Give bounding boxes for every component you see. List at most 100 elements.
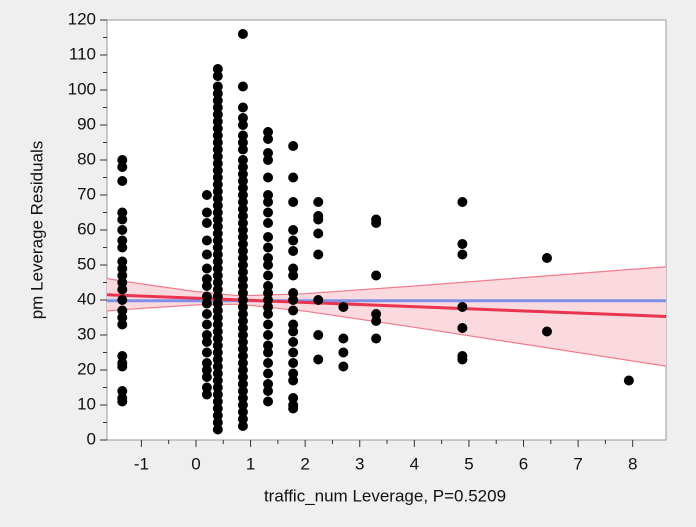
point [263,319,274,330]
point [237,386,248,396]
point [201,190,212,200]
point [237,137,248,148]
y-tick-label: 80 [77,149,96,168]
point [237,113,248,123]
point [212,116,223,127]
point [117,361,128,372]
point [212,410,223,421]
point [237,102,248,113]
point [457,354,468,365]
point [237,344,248,354]
point [288,393,299,403]
point [263,386,274,396]
point [201,298,212,309]
point [117,162,128,172]
point [263,340,274,351]
point [313,197,324,207]
y-tick-label: 90 [77,114,96,133]
point [263,309,274,319]
point [237,288,248,298]
point [117,295,128,305]
point [212,193,223,204]
point [237,253,248,263]
point [212,144,223,155]
point [313,228,324,239]
point [237,232,248,242]
point [201,274,212,284]
point [288,263,299,274]
point [263,134,274,144]
point [288,403,299,414]
point [237,274,248,284]
x-tick-label: 3 [355,454,364,473]
point [237,260,248,270]
point [212,375,223,386]
point [212,137,223,148]
point [212,396,223,407]
point [117,305,128,316]
point [288,288,299,298]
point [201,263,212,274]
point [117,256,128,267]
point [263,379,274,389]
point [237,281,248,291]
point [212,221,223,232]
point [212,158,223,169]
point [237,295,248,305]
point [201,358,212,368]
point [117,284,128,295]
point [288,375,299,386]
point [212,179,223,190]
x-tick-label: 0 [191,454,200,473]
point [288,326,299,337]
point [212,172,223,183]
x-tick-label: 2 [300,454,309,473]
point [237,155,248,165]
point [237,197,248,207]
point [288,235,299,246]
point [371,270,382,281]
point [212,81,223,92]
point [371,218,382,228]
point [288,358,299,368]
point [237,183,248,193]
point [212,361,223,372]
point [288,337,299,347]
point [263,232,274,242]
point [237,358,248,368]
point [263,127,274,137]
point [371,316,382,326]
point [117,351,128,361]
point [201,319,212,330]
point [212,270,223,281]
point [212,354,223,365]
point [263,260,274,270]
point [288,246,299,256]
point [263,368,274,379]
point [212,109,223,120]
x-tick-label: 8 [628,454,637,473]
point [117,396,128,407]
point [237,239,248,249]
point [338,361,349,372]
point [212,235,223,246]
point [338,347,349,358]
x-tick-label: 4 [410,454,419,473]
y-tick-label: 10 [77,394,96,413]
point [237,204,248,214]
point [237,309,248,319]
point [117,207,128,218]
point [117,176,128,186]
point [263,347,274,358]
point [457,239,468,249]
point [457,197,468,207]
point [201,281,212,291]
y-axis-label: pm Leverage Residuals [27,141,46,320]
point [288,270,299,281]
point [117,225,128,235]
point [117,263,128,274]
point [237,302,248,312]
point [212,347,223,358]
x-tick-label: 1 [246,454,255,473]
